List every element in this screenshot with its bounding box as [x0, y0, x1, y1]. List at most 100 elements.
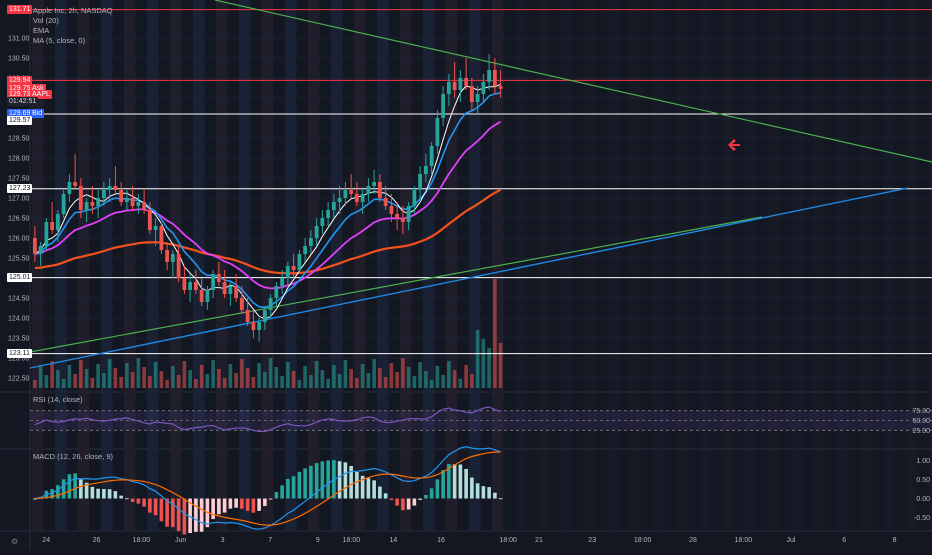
candle-body — [55, 214, 60, 230]
macd-histogram-bar — [378, 486, 382, 499]
price-tick-label: 130.50 — [8, 56, 30, 63]
candle-body — [142, 202, 147, 210]
candle-body — [251, 322, 256, 330]
macd-histogram-bar — [159, 498, 164, 522]
volume-bar — [188, 370, 192, 388]
rsi-title[interactable]: RSI (14, close) — [33, 395, 83, 404]
candle-body — [418, 174, 423, 190]
session-band — [285, 0, 297, 531]
volume-bar — [159, 371, 164, 388]
macd-histogram-bar — [470, 477, 474, 499]
macd-histogram-bar — [96, 488, 100, 499]
macd-histogram-bar — [320, 461, 325, 499]
price-tag: 125.01 — [7, 273, 33, 283]
macd-histogram-bar — [107, 489, 112, 499]
price-tag: 129.57 — [7, 115, 33, 125]
session-band — [147, 0, 159, 531]
legend-ema[interactable]: EMA — [33, 26, 50, 35]
macd-histogram-bar — [240, 498, 244, 509]
legend-ma[interactable]: MA (5, close, 0) — [33, 36, 86, 45]
volume-bar — [475, 330, 480, 388]
macd-histogram-bar — [148, 498, 152, 513]
macd-histogram-bar — [130, 498, 135, 502]
candle-body — [268, 298, 273, 310]
candle-body — [90, 202, 95, 206]
candle-body — [464, 78, 469, 86]
candle-body — [211, 274, 216, 290]
rsi-tick-label: 25.00 — [912, 428, 930, 435]
macd-title[interactable]: MACD (12, 26, close, 9) — [33, 452, 114, 461]
session-band — [124, 0, 136, 531]
legend-symbol[interactable]: Apple Inc, 2h, NASDAQ — [33, 6, 113, 15]
settings-icon[interactable]: ⚙ — [11, 537, 18, 546]
price-tick-label: 124.00 — [8, 316, 30, 323]
price-tag: 127.23 — [7, 184, 33, 194]
session-band — [32, 0, 44, 531]
ema-blue-line — [34, 92, 501, 309]
macd-histogram-bar — [297, 471, 302, 499]
volume-bars — [33, 279, 503, 388]
volume-bar — [113, 368, 118, 388]
macd-histogram-bar — [475, 483, 480, 499]
macd-histogram-bar — [56, 485, 60, 499]
macd-histogram-bar — [389, 498, 394, 501]
macd-histogram-bar — [136, 498, 141, 504]
macd-histogram-bar — [498, 498, 503, 500]
time-axis-label: 8 — [893, 537, 897, 544]
price-side-label: Bid — [30, 108, 45, 118]
volume-bar — [418, 362, 422, 388]
macd-tick-label: 0.50 — [916, 477, 930, 484]
macd-histogram-bar — [251, 498, 256, 513]
candle-body — [383, 198, 388, 206]
volume-bar — [205, 374, 210, 388]
ascending-trend-line-blue — [29, 187, 909, 369]
legend-volume[interactable]: Vol (20) — [33, 16, 59, 25]
trend-lines[interactable] — [29, 0, 932, 369]
volume-bar — [343, 360, 348, 388]
ascending-trend-line-green — [29, 216, 763, 353]
volume-bar — [309, 375, 313, 388]
volume-bar — [194, 379, 198, 388]
session-bands — [32, 0, 932, 531]
macd-histogram-bar — [176, 498, 181, 532]
macd-histogram-bar — [153, 498, 158, 516]
price-tick-label: 128.50 — [8, 136, 30, 143]
macd-histogram-bar — [268, 498, 273, 500]
time-axis-label: 14 — [390, 537, 398, 544]
candle-body — [354, 194, 359, 202]
candles — [32, 54, 503, 342]
arrow-left-icon — [728, 139, 740, 151]
ema-magenta-line — [34, 120, 502, 290]
session-band — [883, 0, 895, 531]
session-band — [538, 0, 550, 531]
time-axis-label: Jun — [175, 537, 186, 544]
candle-body — [245, 310, 250, 322]
price-tick-label: 124.50 — [8, 296, 30, 303]
macd-histogram-bar — [171, 498, 175, 528]
volume-bar — [107, 359, 112, 388]
volume-bar — [452, 370, 457, 388]
volume-bar — [355, 378, 359, 388]
price-side-label: Ask — [30, 83, 46, 93]
horizontal-levels[interactable] — [30, 9, 932, 355]
price-tick-label: 127.50 — [8, 176, 30, 183]
candle-body — [67, 182, 72, 194]
ema-orange-line — [34, 188, 502, 275]
macd-histogram-bar — [222, 498, 227, 513]
candle-body — [331, 202, 336, 210]
candle-body — [78, 186, 83, 210]
volume-bar — [389, 363, 394, 388]
candle-body — [165, 250, 170, 262]
time-axis-labels: 24 26 18:00 Jun 3 7 9 18:00 14 16 18:00 21 23 18:00 28… — [42, 537, 896, 544]
macd-histogram-bar — [383, 493, 388, 499]
time-axis-label: 18:00 — [634, 537, 652, 544]
price-tick-label: 131.00 — [8, 36, 30, 43]
macd-histogram-bar — [67, 474, 72, 499]
volume-bar — [268, 358, 273, 388]
volume-bar — [182, 361, 187, 388]
candle-body — [73, 182, 78, 186]
candle-body — [492, 70, 497, 86]
volume-bar — [498, 343, 503, 388]
